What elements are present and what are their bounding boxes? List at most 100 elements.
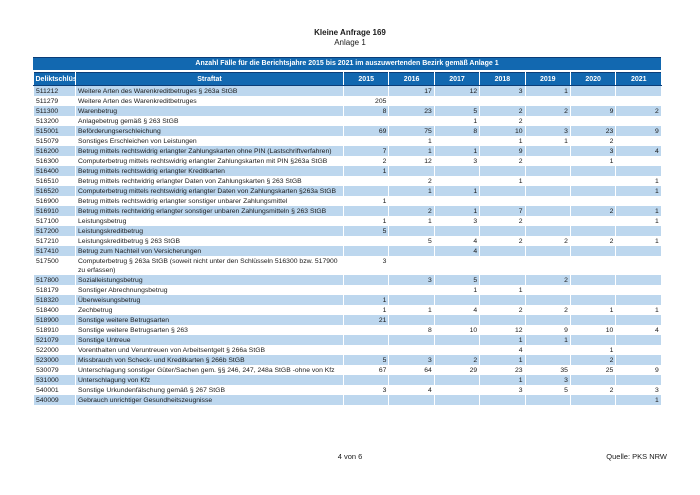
offense-name: Leistungsbetrug — [75, 216, 344, 226]
document-subtitle: Anlage 1 — [334, 38, 366, 47]
value-2016 — [388, 335, 435, 345]
value-2021 — [615, 166, 662, 176]
value-2020 — [569, 196, 617, 206]
value-2019 — [524, 226, 571, 236]
value-2015 — [342, 345, 390, 355]
table-row: 511279 Weitere Arten des Warenkreditbetru… — [33, 96, 662, 106]
value-2015 — [342, 116, 390, 126]
value-2018: 2 — [479, 156, 526, 166]
table-header-row: DeliktschlüsselStraftat20152016201720182… — [33, 72, 662, 86]
value-2018: 2 — [479, 236, 526, 246]
value-2019 — [524, 246, 571, 256]
offense-name: Sonstige weitere Betrugsarten § 263 — [75, 325, 344, 335]
table-row: 518900 Sonstige weitere Betrugsarten 21 — [33, 315, 662, 325]
offense-code: 518179 — [33, 285, 76, 295]
value-2020 — [569, 315, 617, 325]
offense-name: Missbrauch von Scheck- und Kreditkarten … — [75, 355, 344, 365]
value-2017 — [433, 295, 481, 305]
value-2015 — [342, 246, 390, 256]
value-2016 — [388, 315, 435, 325]
offense-code: 518910 — [33, 325, 76, 335]
table-row: 540001 Sonstige Urkundenfälschung gemäß §… — [33, 385, 662, 395]
value-2021: 9 — [615, 126, 662, 136]
value-2019 — [524, 206, 571, 216]
value-2016 — [388, 196, 435, 206]
value-2015 — [342, 325, 390, 335]
offense-name: Überweisungsbetrug — [75, 295, 344, 305]
offense-code: 531000 — [33, 375, 76, 385]
table-row: 522000 Vorenthalten und Veruntreuen von A… — [33, 345, 662, 355]
value-2019: 3 — [524, 126, 571, 136]
value-2017 — [433, 345, 481, 355]
value-2016: 4 — [388, 385, 435, 395]
value-2020 — [569, 275, 617, 285]
value-2016: 75 — [388, 126, 435, 136]
value-2020 — [569, 395, 617, 405]
offense-name: Unterschlagung von Kfz — [75, 375, 344, 385]
value-2019: 2 — [524, 305, 571, 315]
value-2015: 21 — [342, 315, 390, 325]
offense-name: Betrug mittels rechtwidrig erlangter Dat… — [75, 176, 344, 186]
table-row: 518400 Zechbetrug 1 1 4 2 2 1 1 — [33, 305, 662, 315]
value-2017 — [433, 375, 481, 385]
value-2020: 1 — [569, 305, 617, 315]
value-2021: 1 — [615, 216, 662, 226]
column-header-2017: 2017 — [433, 72, 481, 86]
value-2016 — [388, 116, 435, 126]
document-title: Kleine Anfrage 169 — [314, 28, 386, 37]
offense-code: 516400 — [33, 166, 76, 176]
value-2018 — [479, 315, 526, 325]
value-2019 — [524, 146, 571, 156]
value-2020: 23 — [569, 126, 617, 136]
offense-name: Computerbetrug mittels rechtswidrig erla… — [75, 156, 344, 166]
value-2015: 205 — [342, 96, 390, 106]
offense-code: 540001 — [33, 385, 76, 395]
value-2019 — [524, 345, 571, 355]
value-2016: 3 — [388, 275, 435, 285]
value-2019 — [524, 196, 571, 206]
value-2020 — [569, 246, 617, 256]
value-2015: 5 — [342, 226, 390, 236]
value-2018: 1 — [479, 285, 526, 295]
table-row: 530079 Unterschlagung sonstiger Güter/Sac… — [33, 365, 662, 375]
statistics-table-container: Anzahl Fälle für die Berichtsjahre 2015 … — [33, 57, 662, 405]
value-2015: 3 — [342, 385, 390, 395]
value-2019: 2 — [524, 275, 571, 285]
value-2018 — [479, 295, 526, 305]
table-row: 521079 Sonstige Untreue 1 1 — [33, 335, 662, 345]
value-2015: 5 — [342, 355, 390, 365]
value-2015 — [342, 275, 390, 285]
value-2016: 2 — [388, 176, 435, 186]
table-row: 516910 Betrug mittels rechtwidrig erlangt… — [33, 206, 662, 216]
offense-name: Betrug mittels rechtswidrig erlangter Kr… — [75, 166, 344, 176]
value-2016 — [388, 96, 435, 106]
offense-name: Sonstiger Abrechnungsbetrug — [75, 285, 344, 295]
column-header-2016: 2016 — [388, 72, 435, 86]
value-2018 — [479, 96, 526, 106]
value-2015 — [342, 136, 390, 146]
value-2019 — [524, 176, 571, 186]
value-2020: 2 — [569, 385, 617, 395]
value-2019: 1 — [524, 85, 571, 96]
offense-code: 517410 — [33, 246, 76, 256]
table-row: 516200 Betrug mittels rechtswidrig erlang… — [33, 146, 662, 156]
value-2018 — [479, 226, 526, 236]
value-2016 — [388, 246, 435, 256]
value-2020 — [569, 285, 617, 295]
value-2015: 1 — [342, 216, 390, 226]
value-2019 — [524, 295, 571, 305]
value-2019: 1 — [524, 136, 571, 146]
value-2021 — [615, 226, 662, 236]
offense-name: Vorenthalten und Veruntreuen von Arbeits… — [75, 345, 344, 355]
offense-name: Unterschlagung sonstiger Güter/Sachen ge… — [75, 365, 344, 375]
table-row: 540009 Gebrauch unrichtiger Gesundheitsze… — [33, 395, 662, 405]
value-2020: 2 — [569, 236, 617, 246]
value-2015: 1 — [342, 305, 390, 315]
offense-code: 516200 — [33, 146, 76, 156]
value-2018 — [479, 246, 526, 256]
value-2018 — [479, 275, 526, 285]
value-2015 — [342, 206, 390, 216]
value-2020 — [569, 96, 617, 106]
value-2021 — [615, 285, 662, 295]
